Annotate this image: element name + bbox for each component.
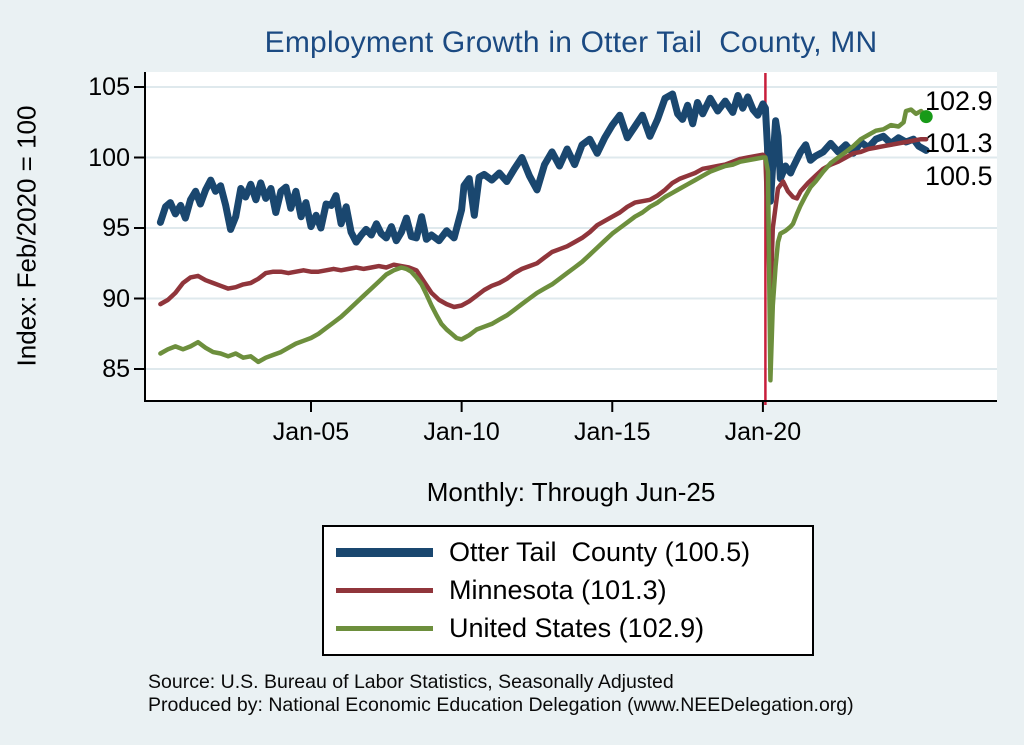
series-line-2 xyxy=(158,107,929,383)
y-tick-label-100: 100 xyxy=(88,143,130,172)
series-line-0 xyxy=(156,90,930,246)
series-end-marker xyxy=(919,110,933,124)
legend-label-1: Minnesota (101.3) xyxy=(449,574,667,605)
produced-by-note: Produced by: National Economic Education… xyxy=(148,693,854,716)
legend-row-1: Minnesota (101.3) xyxy=(336,575,812,606)
source-note: Source: U.S. Bureau of Labor Statistics,… xyxy=(148,671,674,693)
x-tick-label-Jan-15: Jan-15 xyxy=(574,418,651,446)
x-tick-label-Jan-10: Jan-10 xyxy=(423,418,500,446)
legend-label-2: United States (102.9) xyxy=(449,613,705,644)
y-tick-label-90: 90 xyxy=(102,284,130,313)
y-tick-label-95: 95 xyxy=(102,214,130,242)
x-tick-label-Jan-05: Jan-05 xyxy=(272,418,350,446)
end-label-102.9: 102.9 xyxy=(925,85,993,116)
legend-row-2: United States (102.9) xyxy=(336,613,812,644)
series-line-1 xyxy=(158,136,929,310)
legend: Otter Tail County (100.5) Minnesota (101.… xyxy=(322,525,814,656)
plot-background xyxy=(145,72,997,401)
source-notes: Source: U.S. Bureau of Labor Statistics,… xyxy=(148,671,854,716)
chart-title: Employment Growth in Otter Tail County, … xyxy=(264,26,878,59)
end-label-101.3: 101.3 xyxy=(925,128,993,159)
legend-line-swatch-icon xyxy=(336,547,433,557)
x-axis-title: Monthly: Through Jun-25 xyxy=(426,477,716,507)
x-tick-label-Jan-20: Jan-20 xyxy=(724,418,802,446)
legend-line-swatch-icon xyxy=(336,587,433,593)
end-label-100.5: 100.5 xyxy=(925,161,993,192)
legend-row-0: Otter Tail County (100.5) xyxy=(336,537,812,568)
legend-line-swatch-icon xyxy=(336,626,433,632)
y-tick-label-105: 105 xyxy=(88,73,130,101)
y-tick-label-85: 85 xyxy=(102,355,130,383)
legend-label-0: Otter Tail County (100.5) xyxy=(449,536,751,567)
